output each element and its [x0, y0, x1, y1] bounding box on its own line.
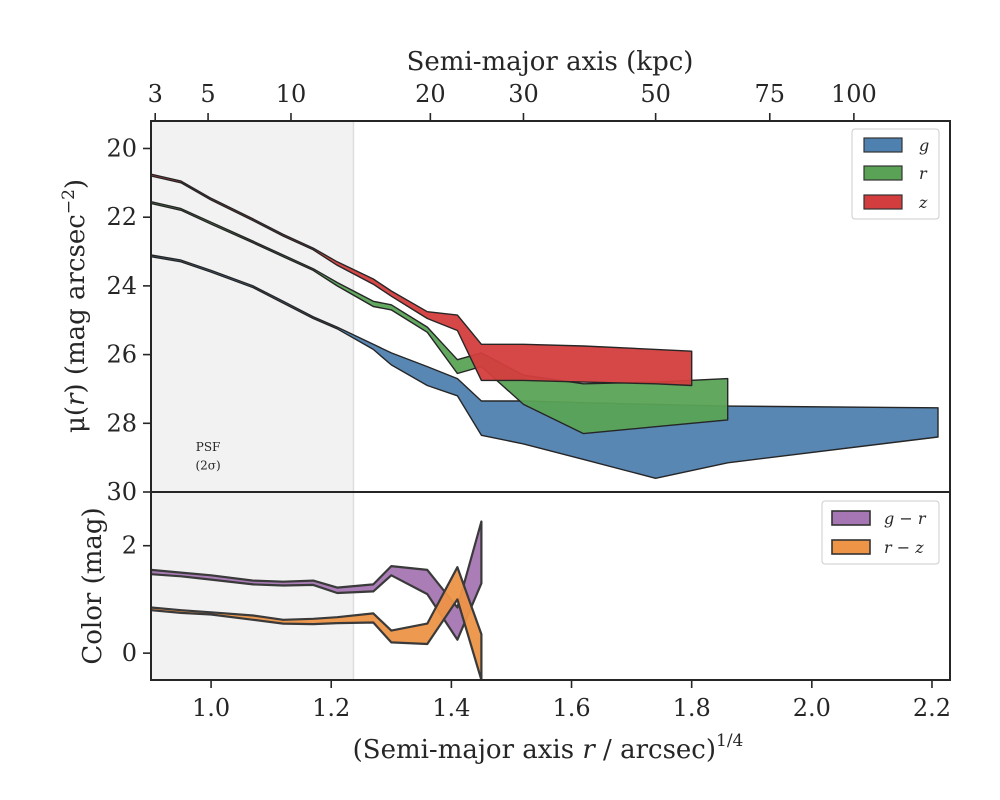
mu-y-label-main: μ( — [61, 406, 91, 433]
bottom-panel-frame — [150, 491, 951, 681]
legend-swatch-r-z — [831, 539, 871, 555]
x-tick-label: 1.8 — [673, 694, 711, 722]
x-ticks-r-quarter: 1.0 1.2 1.4 1.6 1.8 2.0 2.2 — [192, 680, 951, 722]
y-tick-label: 26 — [106, 341, 137, 369]
x-label-rest: / arcsec) — [595, 735, 716, 765]
surface-brightness-panel: 20 22 24 26 28 30 3 5 10 20 30 50 75 100 PSF (2σ) Se… — [59, 47, 951, 506]
x-tick-label: 2.2 — [913, 694, 951, 722]
psf-shaded-region — [151, 121, 354, 492]
color-y-tick-label: 2 — [122, 532, 137, 560]
band-color-0 — [151, 520, 483, 641]
color-panel: 02 1.0 1.2 1.4 1.6 1.8 2.0 2.2 Color (mag) (Se… — [78, 491, 951, 765]
x-tick-label: 1.2 — [312, 694, 350, 722]
y-ticks-mu: 20 22 24 26 28 30 — [106, 134, 151, 506]
x-label-var: r — [582, 735, 596, 765]
mu-y-label-sup: −2 — [59, 189, 79, 214]
color-y-tick-label: 0 — [122, 639, 137, 667]
legend-label-r: r — [919, 164, 928, 183]
kpc-tick-label: 100 — [831, 80, 877, 108]
mu-y-label-rest: ) (mag arcsec — [61, 214, 91, 393]
y-tick-label: 30 — [106, 478, 137, 506]
kpc-tick-label: 50 — [640, 80, 671, 108]
x-tick-label: 2.0 — [793, 694, 831, 722]
x-label-main: (Semi-major axis — [353, 735, 583, 765]
y-tick-label: 24 — [106, 272, 137, 300]
legend-label-g: g — [919, 136, 929, 155]
band-color-1 — [151, 566, 483, 680]
kpc-tick-label: 20 — [415, 80, 446, 108]
legend-swatch-z — [863, 194, 903, 210]
legend-label-z: z — [918, 193, 928, 212]
legend-swatch-g-r — [831, 510, 871, 526]
kpc-tick-label: 10 — [276, 80, 307, 108]
color-series — [151, 520, 483, 680]
y-tick-label: 22 — [106, 203, 137, 231]
x-tick-label: 1.6 — [552, 694, 590, 722]
psf-label: PSF — [196, 440, 221, 454]
mu-y-axis-label: μ(r) (mag arcsec−2) — [59, 179, 91, 433]
x-label-sup: 1/4 — [716, 731, 743, 751]
surface-brightness-series — [150, 173, 939, 479]
kpc-tick-label: 3 — [148, 80, 163, 108]
x-tick-label: 1.0 — [192, 694, 230, 722]
kpc-tick-label: 30 — [508, 80, 539, 108]
y-tick-label: 28 — [106, 409, 137, 437]
band-g — [150, 254, 939, 479]
legend-bands: g r z — [851, 128, 940, 220]
psf-label-sigma: (2σ) — [195, 459, 220, 473]
kpc-tick-label: 75 — [755, 80, 786, 108]
x-tick-label: 1.4 — [432, 694, 470, 722]
legend-swatch-r — [863, 165, 903, 181]
kpc-tick-label: 5 — [200, 80, 215, 108]
mu-y-label-close: ) — [61, 179, 91, 189]
legend-swatch-g — [863, 137, 903, 153]
band-r — [150, 201, 729, 435]
bottom-x-axis-label: (Semi-major axis r / arcsec)1/4 — [353, 731, 744, 765]
color-y-axis-label: Color (mag) — [78, 507, 108, 664]
legend-label-g-r: g − r — [884, 509, 927, 528]
legend-colors: g − r r − z — [821, 500, 940, 565]
y-ticks-color: 02 — [122, 532, 151, 667]
y-tick-label: 20 — [106, 134, 137, 162]
mu-y-label-var: r — [61, 392, 91, 406]
band-z — [150, 173, 693, 387]
x-ticks-kpc: 3 5 10 20 30 50 75 100 — [148, 80, 877, 121]
legend-label-r-z: r − z — [884, 538, 924, 557]
top-x-axis-label: Semi-major axis (kpc) — [407, 47, 694, 77]
